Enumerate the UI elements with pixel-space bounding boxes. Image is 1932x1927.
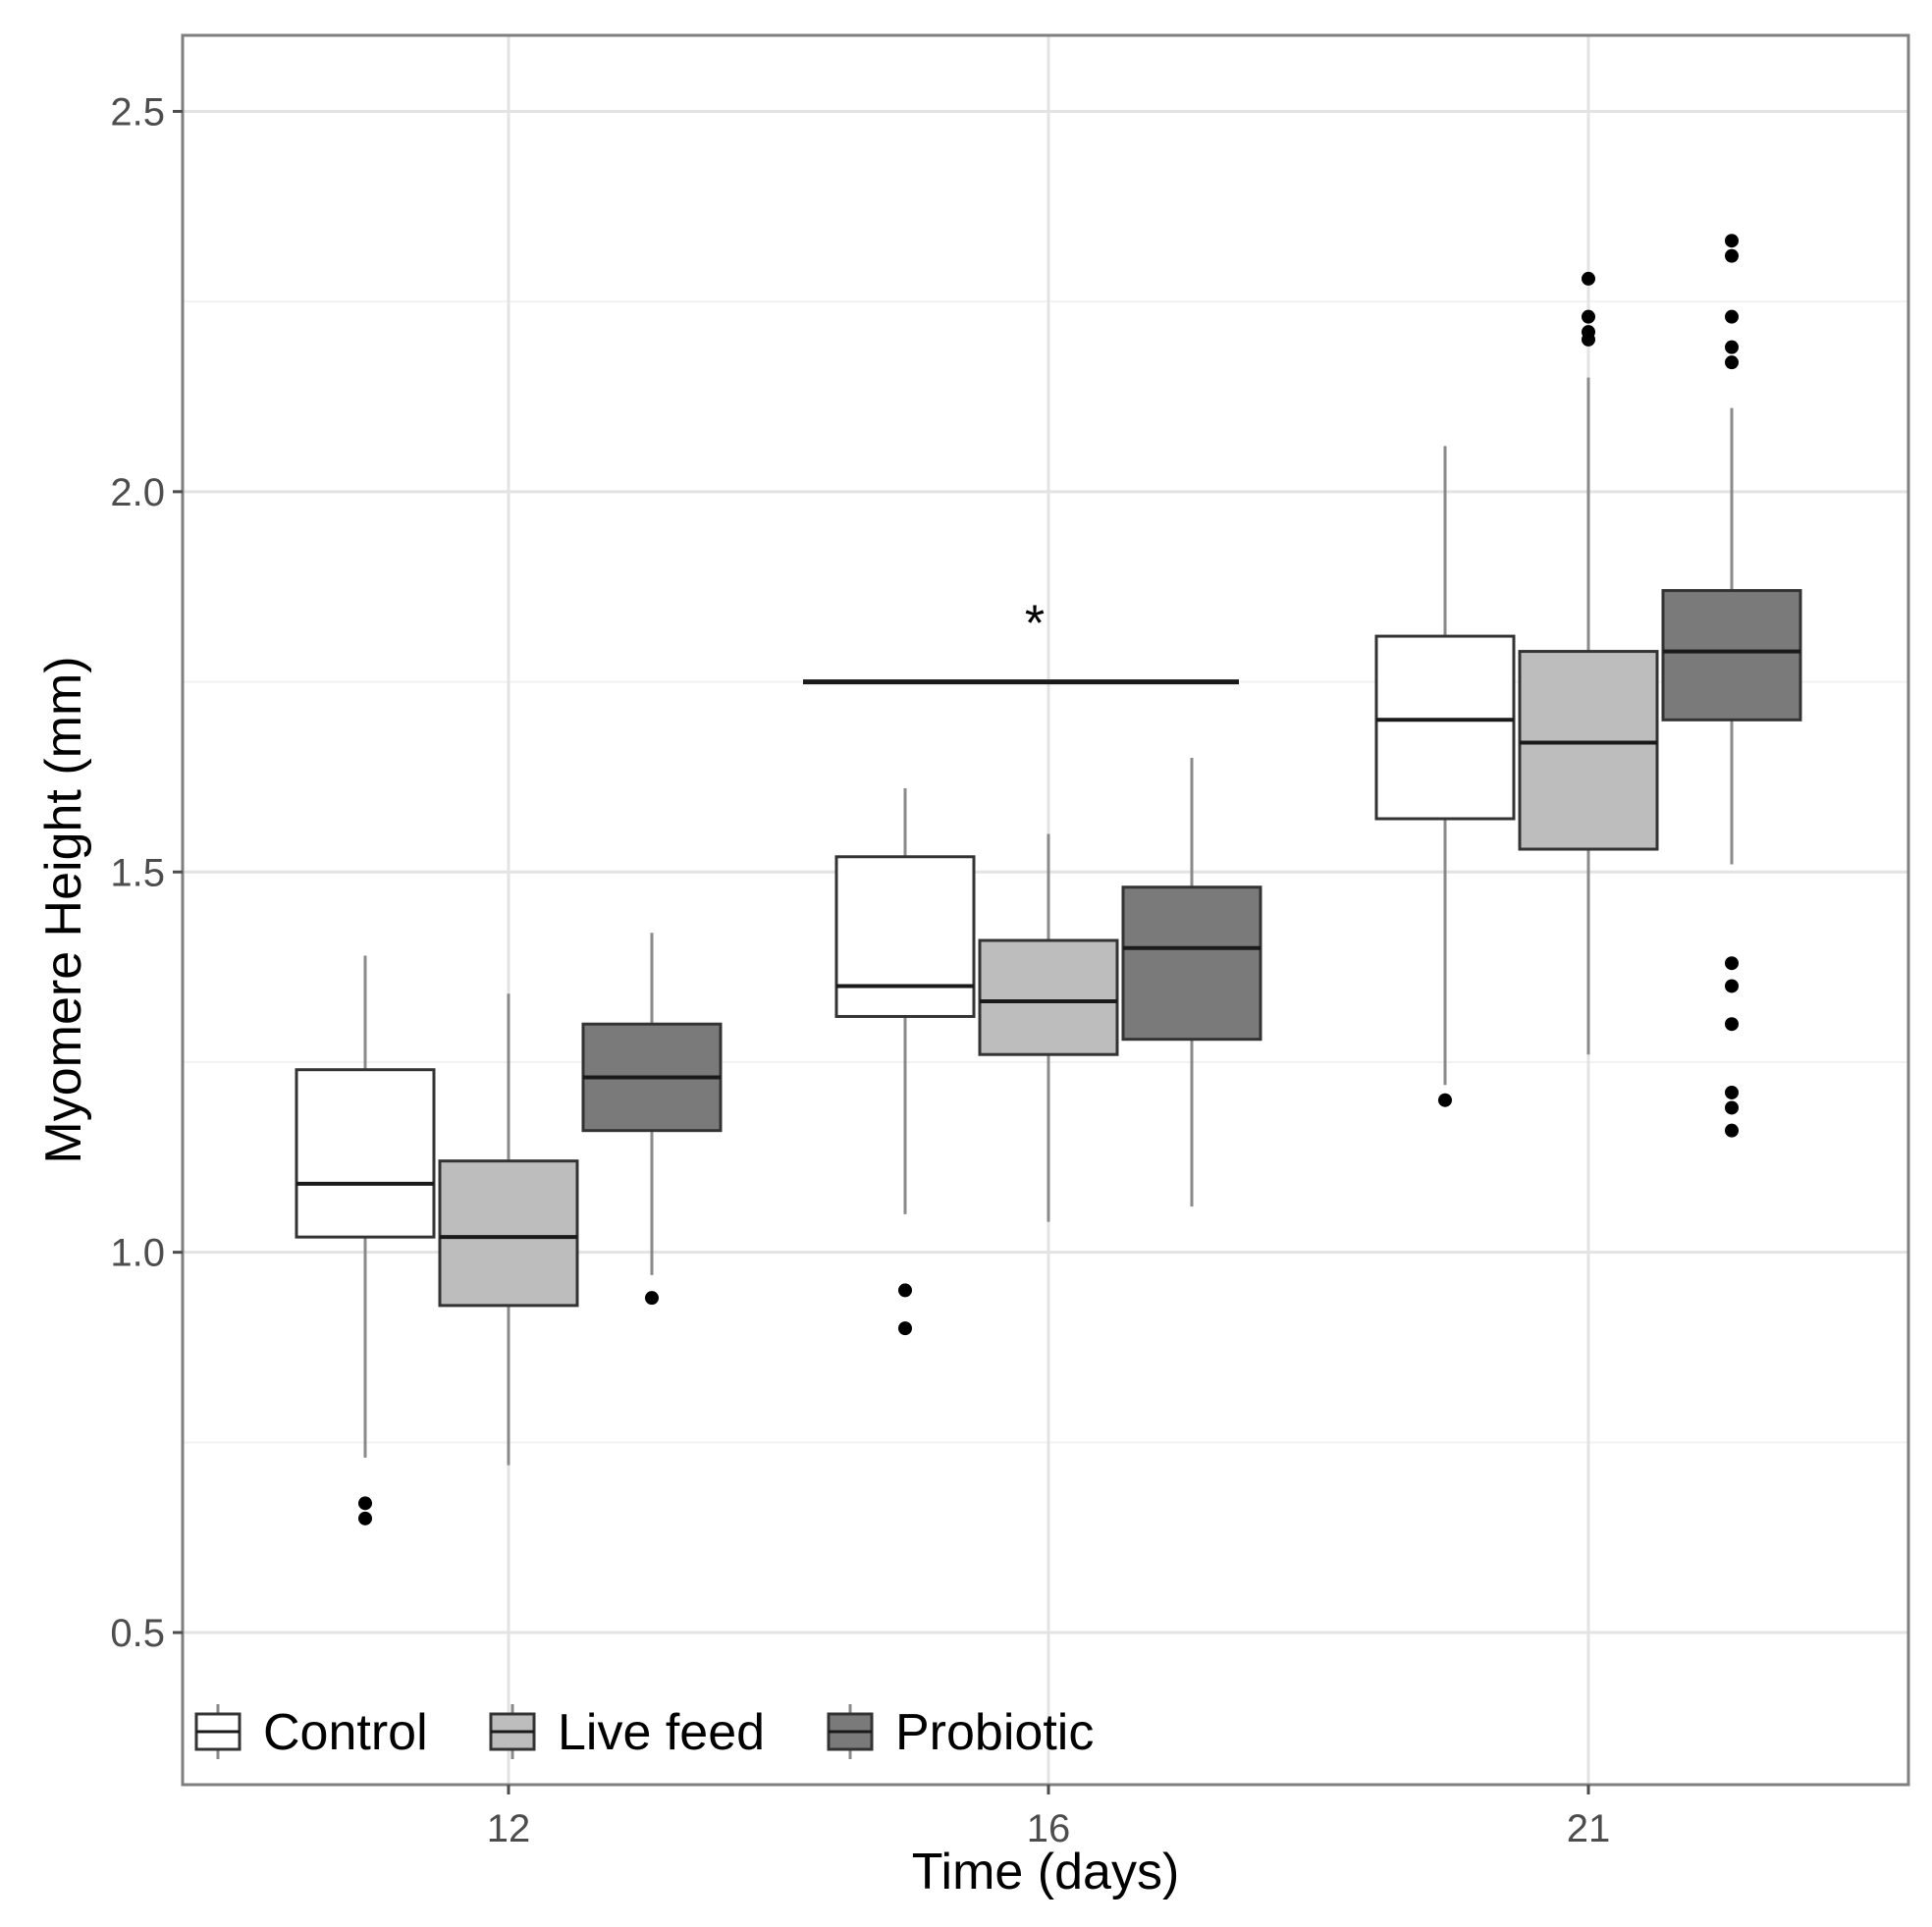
y-tick-label: 0.5 [110, 1612, 165, 1655]
significance-star: * [1025, 596, 1045, 653]
x-tick-label: 12 [487, 1807, 531, 1850]
x-tick-label: 21 [1567, 1807, 1611, 1850]
legend-label: Control [263, 1704, 428, 1761]
plot-border [181, 33, 1910, 1787]
y-axis-title: Myomere Height (mm) [35, 656, 92, 1163]
outlier-point [645, 1291, 659, 1306]
box-control-21 [1374, 634, 1516, 821]
outlier-point [1725, 956, 1739, 971]
box-live-feed-16 [978, 938, 1119, 1056]
box-live-feed-12 [438, 1159, 579, 1308]
box-probiotic-16 [1121, 885, 1262, 1042]
outlier-point [1725, 309, 1739, 324]
x-tick-label: 16 [1027, 1807, 1071, 1850]
y-tick-label: 1.5 [110, 851, 165, 894]
box-control-12 [295, 1068, 436, 1239]
outlier-point [358, 1496, 372, 1511]
x-axis-title: Time (days) [912, 1844, 1180, 1900]
outlier-point [1725, 355, 1739, 370]
legend-label: Live feed [558, 1704, 765, 1761]
outlier-point [1725, 1085, 1739, 1099]
outlier-point [1582, 271, 1595, 286]
outlier-point [1438, 1093, 1452, 1107]
outlier-point [1725, 234, 1739, 248]
outlier-point [898, 1321, 912, 1336]
box-control-16 [834, 855, 976, 1018]
box-live-feed-21 [1518, 650, 1659, 851]
y-tick-label: 2.0 [110, 471, 165, 514]
outlier-point [898, 1283, 912, 1298]
outlier-point [358, 1511, 372, 1526]
outlier-point [1582, 332, 1595, 347]
box-probiotic-21 [1661, 589, 1802, 722]
outlier-point [1725, 979, 1739, 993]
outlier-point [1725, 1100, 1739, 1115]
legend-label: Probiotic [895, 1704, 1094, 1761]
outlier-point [1725, 1123, 1739, 1138]
plot-panel [183, 35, 1908, 1785]
outlier-point [1725, 248, 1739, 263]
y-tick-label: 1.0 [110, 1232, 165, 1275]
outlier-point [1725, 340, 1739, 354]
outlier-point [1582, 309, 1595, 324]
y-tick-label: 2.5 [110, 90, 165, 134]
outlier-point [1725, 1017, 1739, 1032]
